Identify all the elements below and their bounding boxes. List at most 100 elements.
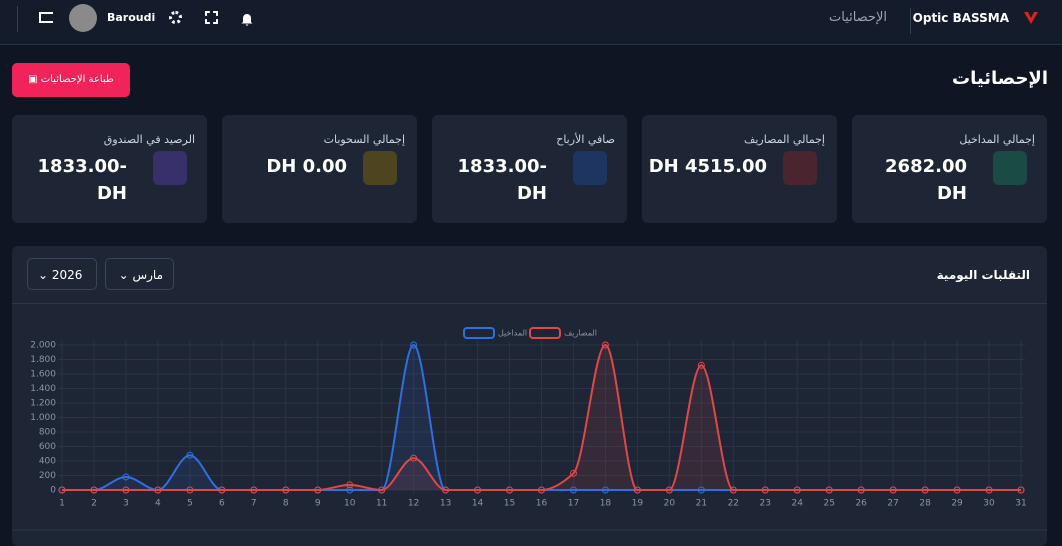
stat-card: إجمالي المصاريف DH 4515.00 — [642, 115, 837, 223]
fullscreen-button[interactable] — [205, 11, 218, 24]
data-point — [122, 473, 130, 481]
print-button[interactable]: طباعة الإحصائيات ▣ — [12, 63, 130, 97]
x-tick-label: 13 — [440, 499, 451, 509]
data-point — [953, 486, 961, 494]
y-tick-label: 0 — [50, 486, 56, 496]
x-tick-label: 9 — [315, 499, 321, 509]
y-tick-label: 800 — [39, 428, 56, 438]
data-point — [410, 454, 418, 462]
x-tick-label: 12 — [408, 499, 419, 509]
data-point — [474, 486, 482, 494]
breadcrumb: الإحصائيات — [828, 10, 887, 25]
card-icon — [993, 151, 1027, 185]
card-label: صافي الأرباح — [556, 133, 615, 146]
data-point — [601, 341, 609, 349]
data-point — [90, 486, 98, 494]
month-value: مارس — [132, 268, 163, 282]
data-point — [154, 486, 162, 494]
data-point — [825, 486, 833, 494]
x-tick-label: 6 — [219, 499, 225, 509]
x-tick-label: 21 — [696, 499, 707, 509]
x-tick-label: 20 — [664, 499, 676, 509]
logout-button[interactable] — [39, 12, 53, 23]
data-point — [921, 486, 929, 494]
data-point — [58, 486, 66, 494]
data-point — [282, 486, 290, 494]
x-tick-label: 29 — [951, 499, 963, 509]
data-point — [218, 486, 226, 494]
data-point — [378, 486, 386, 494]
data-point — [506, 486, 514, 494]
legend-label: المداخيل — [498, 329, 527, 338]
data-point — [442, 486, 450, 494]
data-point — [314, 486, 322, 494]
logo — [1022, 10, 1040, 26]
x-tick-label: 23 — [760, 499, 771, 509]
x-tick-label: 26 — [855, 499, 867, 509]
print-label: طباعة الإحصائيات — [40, 74, 114, 85]
stat-card: الرصيد في الصندوق 1833.00- DH — [12, 115, 207, 223]
stat-card: صافي الأرباح 1833.00- DH — [432, 115, 627, 223]
card-value: DH 0.00 — [266, 156, 347, 177]
stat-card: إجمالي المداخيل 2682.00 DH — [852, 115, 1047, 223]
x-tick-label: 11 — [376, 499, 387, 509]
legend-label: المصاريف — [564, 329, 597, 338]
x-tick-label: 7 — [251, 499, 257, 509]
x-tick-label: 4 — [155, 499, 161, 509]
notification-button[interactable] — [240, 11, 254, 26]
y-tick-label: 1.400 — [30, 384, 56, 394]
x-tick-label: 10 — [344, 499, 356, 509]
card-label: الرصيد في الصندوق — [103, 133, 195, 146]
data-point — [857, 486, 865, 494]
card-value: DH 4515.00 — [648, 156, 767, 177]
card-label: إجمالي المصاريف — [743, 133, 825, 146]
legend-swatch — [529, 327, 561, 339]
y-tick-label: 400 — [39, 457, 56, 467]
y-tick-label: 2.000 — [30, 341, 56, 351]
y-tick-label: 200 — [39, 471, 56, 481]
x-tick-label: 14 — [472, 499, 484, 509]
logo-icon — [1024, 12, 1038, 24]
y-tick-label: 1.000 — [30, 413, 56, 423]
avatar[interactable] — [69, 4, 97, 32]
data-point — [761, 486, 769, 494]
data-point — [186, 451, 194, 459]
month-select[interactable]: مارس ⌄ — [105, 258, 174, 290]
data-point — [793, 486, 801, 494]
bell-icon — [241, 14, 253, 26]
x-tick-label: 17 — [568, 499, 579, 509]
data-point — [186, 486, 194, 494]
data-point — [665, 486, 673, 494]
data-point — [538, 486, 545, 494]
y-tick-label: 600 — [39, 442, 56, 452]
legend-swatch — [463, 327, 495, 339]
data-point — [346, 486, 354, 494]
series-line — [62, 343, 1021, 492]
card-value: 1833.00- DH — [37, 156, 127, 204]
data-point — [697, 486, 705, 494]
data-point — [729, 486, 737, 494]
brand: Optic BASSMA — [912, 11, 1009, 25]
chart-panel — [12, 246, 1047, 546]
x-tick-label: 28 — [919, 499, 931, 509]
x-tick-label: 24 — [792, 499, 804, 509]
card-icon — [783, 151, 817, 185]
data-point — [250, 486, 258, 494]
x-tick-label: 16 — [536, 499, 548, 509]
x-tick-label: 1 — [59, 499, 65, 509]
data-point — [985, 486, 993, 494]
x-tick-label: 27 — [887, 499, 898, 509]
data-point — [601, 486, 609, 494]
card-icon — [153, 151, 187, 185]
year-select[interactable]: ⌄ 2026 — [27, 258, 97, 290]
x-tick-label: 8 — [283, 499, 289, 509]
data-point — [633, 486, 641, 494]
y-tick-label: 1.800 — [30, 355, 56, 365]
data-point — [889, 486, 897, 494]
x-tick-label: 30 — [983, 499, 995, 509]
settings-button[interactable] — [169, 11, 182, 24]
x-tick-label: 25 — [823, 499, 834, 509]
data-point — [1017, 486, 1025, 494]
user-name[interactable]: Baroudi — [107, 11, 156, 24]
